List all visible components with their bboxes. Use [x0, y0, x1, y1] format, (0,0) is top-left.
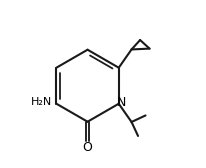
Text: H₂N: H₂N — [31, 97, 53, 107]
Text: O: O — [83, 141, 92, 154]
Text: N: N — [117, 96, 126, 109]
